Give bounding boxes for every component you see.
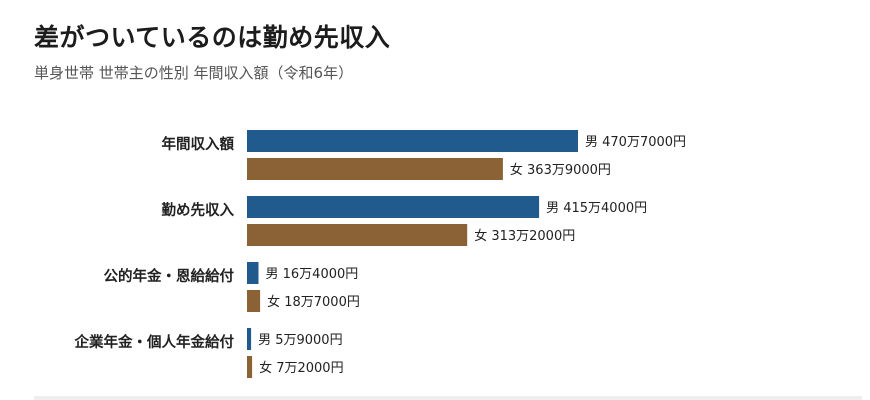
bar-female	[247, 290, 261, 312]
data-label: 男 415万4000円	[546, 201, 647, 216]
data-label: 男 16万4000円	[266, 267, 359, 282]
bar-male	[247, 196, 540, 218]
data-label: 男 470万7000円	[585, 135, 686, 150]
data-label: 男 5万9000円	[258, 333, 343, 348]
chart-subtitle: 単身世帯 世帯主の性別 年間収入額（令和6年）	[34, 64, 354, 82]
data-label: 女 363万9000円	[510, 162, 611, 178]
bar-male	[247, 130, 578, 152]
bar-female	[247, 224, 468, 246]
data-label: 女 7万2000円	[259, 360, 344, 376]
bar-male	[247, 262, 259, 284]
bar-female	[247, 356, 253, 378]
chart-title: 差がついているのは勤め先収入	[34, 23, 391, 52]
category-label: 勤め先収入	[162, 201, 235, 219]
bar-female	[247, 158, 503, 180]
bar-male	[247, 328, 252, 350]
category-label: 公的年金・恩給給付	[104, 267, 235, 285]
category-label: 企業年金・個人年金給付	[74, 333, 235, 351]
data-label: 女 313万2000円	[474, 228, 575, 244]
data-label: 女 18万7000円	[267, 294, 360, 310]
bottom-divider	[34, 396, 862, 400]
category-label: 年間収入額	[162, 135, 235, 153]
